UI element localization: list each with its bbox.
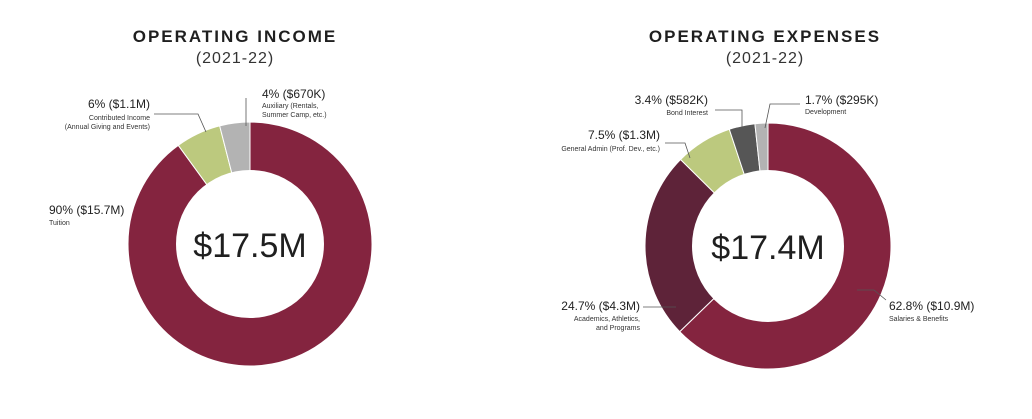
income-title: OPERATING INCOME bbox=[133, 27, 338, 46]
leader-line-bond bbox=[715, 109, 743, 128]
academics-detail-2: and Programs bbox=[596, 325, 640, 332]
label-salaries: 62.8% ($10.9M) Salaries & Benefits bbox=[889, 299, 974, 323]
auxiliary-detail-1: Auxiliary (Rentals, bbox=[262, 103, 318, 110]
income-subtitle: (2021-22) bbox=[196, 50, 274, 67]
label-general-admin: 7.5% ($1.3M) General Admin (Prof. Dev., … bbox=[561, 128, 660, 153]
general-admin-detail: General Admin (Prof. Dev., etc.) bbox=[561, 146, 660, 153]
income-total: $17.5M bbox=[193, 227, 306, 265]
income-donut-hole bbox=[176, 170, 324, 318]
contributed-detail-2: (Annual Giving and Events) bbox=[65, 124, 150, 131]
leader-line-development bbox=[764, 103, 800, 129]
label-tuition: 90% ($15.7M) Tuition bbox=[49, 203, 124, 227]
leader-line-contributed bbox=[154, 113, 207, 133]
label-contributed-income: 6% ($1.1M) Contributed Income (Annual Gi… bbox=[65, 97, 150, 131]
label-auxiliary: 4% ($670K) Auxiliary (Rentals, Summer Ca… bbox=[262, 87, 327, 119]
academics-value: 24.7% ($4.3M) bbox=[561, 299, 640, 313]
auxiliary-detail-2: Summer Camp, etc.) bbox=[262, 112, 327, 119]
salaries-value: 62.8% ($10.9M) bbox=[889, 299, 974, 313]
bond-value: 3.4% ($582K) bbox=[635, 93, 708, 107]
academics-detail-1: Academics, Athletics, bbox=[574, 316, 640, 323]
leader-line-general-admin bbox=[665, 142, 691, 159]
expenses-subtitle: (2021-22) bbox=[726, 50, 804, 67]
bond-detail: Bond Interest bbox=[666, 110, 708, 117]
expenses-total: $17.4M bbox=[711, 229, 824, 267]
leader-line-salaries bbox=[857, 289, 887, 301]
development-value: 1.7% ($295K) bbox=[805, 93, 878, 107]
expenses-donut-hole bbox=[692, 170, 844, 322]
development-detail: Development bbox=[805, 109, 846, 116]
auxiliary-value: 4% ($670K) bbox=[262, 87, 325, 101]
tuition-value: 90% ($15.7M) bbox=[49, 203, 124, 217]
general-admin-value: 7.5% ($1.3M) bbox=[588, 128, 660, 142]
label-bond-interest: 3.4% ($582K) Bond Interest bbox=[635, 93, 708, 117]
contributed-detail-1: Contributed Income bbox=[89, 115, 150, 122]
contributed-value: 6% ($1.1M) bbox=[88, 97, 150, 111]
tuition-detail: Tuition bbox=[49, 220, 70, 227]
salaries-detail: Salaries & Benefits bbox=[889, 316, 949, 323]
label-development: 1.7% ($295K) Development bbox=[805, 93, 878, 116]
label-academics: 24.7% ($4.3M) Academics, Athletics, and … bbox=[561, 299, 640, 332]
expenses-title: OPERATING EXPENSES bbox=[649, 27, 881, 46]
